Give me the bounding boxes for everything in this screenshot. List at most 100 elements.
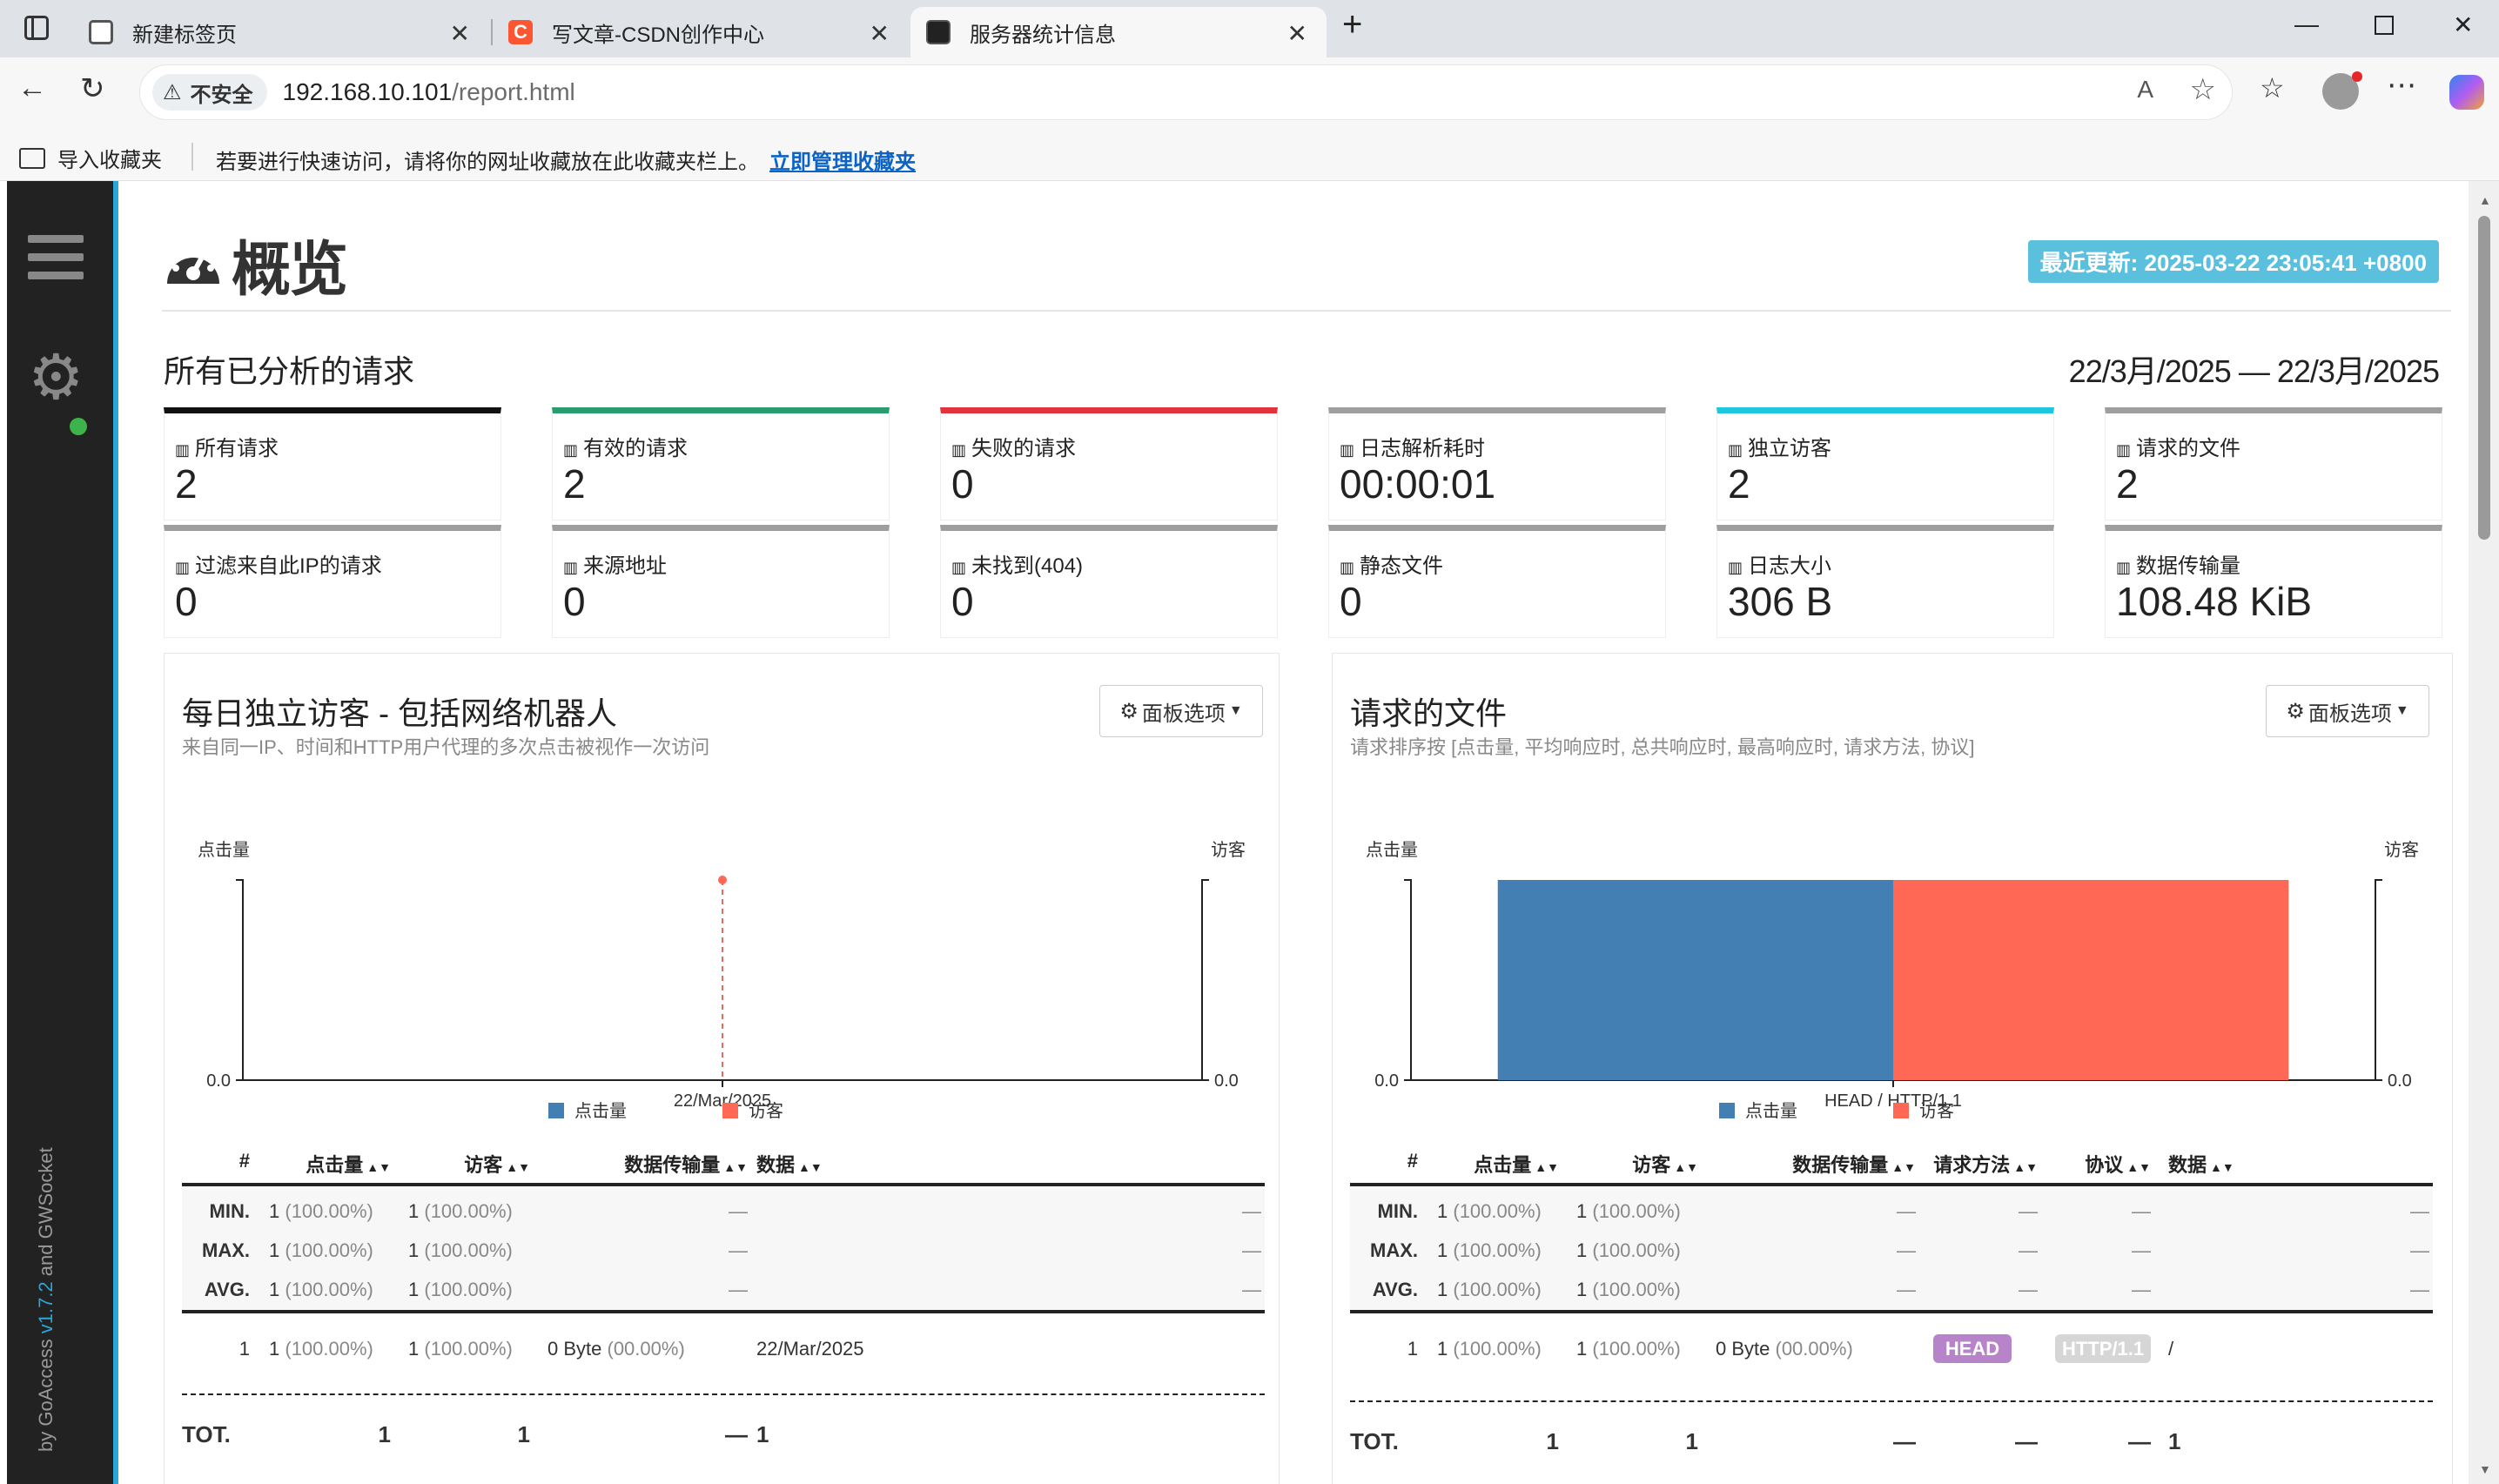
summary-cell: 1 (100.00%) xyxy=(408,1200,513,1222)
security-indicator[interactable]: ⚠ 不安全 xyxy=(152,74,267,111)
gear-icon[interactable]: ⚙ xyxy=(28,343,84,413)
summary-cell: — xyxy=(2410,1279,2429,1300)
new-tab-button[interactable]: + xyxy=(1342,5,1363,44)
data-cell[interactable]: 1 xyxy=(1407,1338,1418,1360)
data-cell[interactable]: 1 (100.00%) xyxy=(1576,1338,1681,1360)
version-link[interactable]: v1.7.2 xyxy=(35,1281,57,1334)
close-window-button[interactable]: ✕ xyxy=(2453,11,2474,38)
manage-favorites-link[interactable]: 立即管理收藏夹 xyxy=(769,151,916,174)
x-tick-label: 22/Mar/2025 xyxy=(674,1091,771,1111)
minimize-button[interactable]: — xyxy=(2294,10,2319,37)
y-axis-left xyxy=(236,879,244,1081)
data-cell[interactable]: 22/Mar/2025 xyxy=(756,1338,864,1360)
favorite-star-icon[interactable]: ☆ xyxy=(2189,73,2216,106)
column-header[interactable]: 访客 ▲▼ xyxy=(464,1154,530,1176)
close-icon[interactable]: ✕ xyxy=(449,20,470,47)
legend-label: 访客 xyxy=(749,1101,783,1121)
column-header[interactable]: 点击量 ▲▼ xyxy=(1474,1154,1559,1176)
y-axis-label-right: 访客 xyxy=(1211,840,1246,860)
column-header[interactable]: 数据 ▲▼ xyxy=(2168,1154,2234,1176)
tab-server-stats[interactable]: 服务器统计信息 ✕ xyxy=(910,7,1327,57)
legend-label: 点击量 xyxy=(574,1101,627,1121)
data-cell[interactable]: HEAD xyxy=(1907,1334,2038,1363)
summary-cell: — xyxy=(2132,1279,2151,1300)
data-cell[interactable]: 0 Byte (00.00%) xyxy=(547,1338,685,1360)
bar-chart-icon: ▥ xyxy=(951,441,967,459)
data-table: # 点击量 ▲▼ 访客 ▲▼ 数据传输量 ▲▼ 请求方法 ▲▼ 协议 ▲▼ 数据 ▲▼ MIN. 1 (10… xyxy=(1350,1141,2433,1484)
metric-label: ▥ 过滤来自此IP的请求 xyxy=(175,554,382,578)
data-cell[interactable]: 1 xyxy=(238,1338,250,1360)
summary-cell: — xyxy=(729,1279,748,1300)
column-header[interactable]: 数据传输量 ▲▼ xyxy=(1792,1154,1916,1176)
y-tick-left: 0.0 xyxy=(1374,1071,1399,1091)
metric-label: ▥ 请求的文件 xyxy=(2116,437,2241,460)
summary-cell: — xyxy=(1242,1200,1261,1222)
data-cell[interactable]: / xyxy=(2168,1338,2174,1360)
metric-card: ▥ 未找到(404) 0 xyxy=(940,525,1278,638)
metric-label: ▥ 有效的请求 xyxy=(563,437,689,460)
column-header[interactable]: 协议 ▲▼ xyxy=(2085,1154,2151,1176)
data-point[interactable] xyxy=(718,876,727,884)
sort-icon: ▲▼ xyxy=(2013,1160,2038,1174)
column-header[interactable]: 点击量 ▲▼ xyxy=(306,1154,391,1176)
summary-cell: 1 (100.00%) xyxy=(269,1239,373,1261)
address-bar[interactable]: ⚠ 不安全 192.168.10.101/report.html A ☆ xyxy=(139,64,2233,120)
bar[interactable] xyxy=(1497,880,1893,1080)
scroll-up-arrow[interactable]: ▲ xyxy=(2479,193,2491,207)
sort-icon: ▲▼ xyxy=(1891,1160,1916,1174)
sidebar-footer: by GoAccess v1.7.2 and GWSocket xyxy=(35,1147,57,1452)
column-header[interactable]: # xyxy=(1407,1150,1418,1172)
data-cell[interactable]: 1 (100.00%) xyxy=(269,1338,373,1360)
metric-card: ▥ 静态文件 0 xyxy=(1328,525,1666,638)
favorites-icon[interactable]: ☆ xyxy=(2260,72,2285,104)
bar[interactable] xyxy=(1893,880,2289,1080)
column-header[interactable]: 访客 ▲▼ xyxy=(1632,1154,1698,1176)
data-cell[interactable]: 0 Byte (00.00%) xyxy=(1716,1338,1853,1360)
close-icon[interactable]: ✕ xyxy=(1286,20,1307,47)
tab-new-tab[interactable]: 新建标签页 ✕ xyxy=(73,7,489,57)
metric-value: 0 xyxy=(563,579,586,624)
metric-card: ▥ 独立访客 2 xyxy=(1716,407,2054,520)
summary-cell: — xyxy=(2019,1239,2038,1261)
data-cell[interactable]: 1 (100.00%) xyxy=(1437,1338,1542,1360)
refresh-icon[interactable]: ↻ xyxy=(80,72,105,105)
scroll-thumb[interactable] xyxy=(2478,216,2490,540)
metric-card: ▥ 数据传输量 108.48 KiB xyxy=(2105,525,2442,638)
new-tab-icon xyxy=(89,20,113,44)
scroll-down-arrow[interactable]: ▼ xyxy=(2479,1462,2491,1476)
import-favorites-button[interactable]: 导入收藏夹 xyxy=(19,143,162,173)
column-header[interactable]: # xyxy=(238,1150,250,1172)
y-axis-label-left: 点击量 xyxy=(1366,840,1418,860)
summary-cell: 1 (100.00%) xyxy=(1576,1279,1681,1300)
restore-button[interactable] xyxy=(2375,16,2394,35)
summary-cell: — xyxy=(2019,1279,2038,1300)
tab-csdn[interactable]: C 写文章-CSDN创作中心 ✕ xyxy=(493,7,909,57)
url-text[interactable]: 192.168.10.101/report.html xyxy=(283,78,575,106)
panel-options-button[interactable]: ⚙ 面板选项 ▼ xyxy=(2266,685,2429,737)
panel-options-button[interactable]: ⚙ 面板选项 ▼ xyxy=(1099,685,1263,737)
more-icon[interactable]: ⋯ xyxy=(2387,69,2416,102)
column-header[interactable]: 数据传输量 ▲▼ xyxy=(624,1154,748,1176)
data-cell[interactable]: 1 (100.00%) xyxy=(408,1338,513,1360)
metric-value: 2 xyxy=(1728,461,1750,507)
metric-label: ▥ 数据传输量 xyxy=(2116,554,2241,578)
tab-actions-icon[interactable] xyxy=(24,16,49,40)
panel-title: 每日独立访客 - 包括网络机器人 xyxy=(182,695,617,731)
websocket-status-icon xyxy=(70,418,87,435)
summary-cell: MIN. xyxy=(1377,1200,1418,1222)
read-aloud-icon[interactable]: A xyxy=(2137,76,2153,103)
close-icon[interactable]: ✕ xyxy=(869,20,890,47)
copilot-icon[interactable] xyxy=(2449,75,2484,110)
back-icon[interactable]: ← xyxy=(17,71,47,104)
column-header[interactable]: 请求方法 ▲▼ xyxy=(1933,1154,2038,1176)
metric-card: ▥ 来源地址 0 xyxy=(552,525,890,638)
profile-avatar[interactable] xyxy=(2322,71,2362,110)
bar-chart-icon: ▥ xyxy=(1340,559,1355,576)
column-header[interactable]: 数据 ▲▼ xyxy=(756,1154,823,1176)
hamburger-menu-icon[interactable] xyxy=(28,235,84,280)
dashboard-icon xyxy=(167,246,219,284)
protocol-badge: HTTP/1.1 xyxy=(2055,1334,2152,1363)
data-cell[interactable]: HTTP/1.1 xyxy=(2055,1334,2152,1363)
sort-icon: ▲▼ xyxy=(2126,1160,2151,1174)
vertical-scrollbar[interactable]: ▲ ▼ xyxy=(2469,181,2499,1484)
